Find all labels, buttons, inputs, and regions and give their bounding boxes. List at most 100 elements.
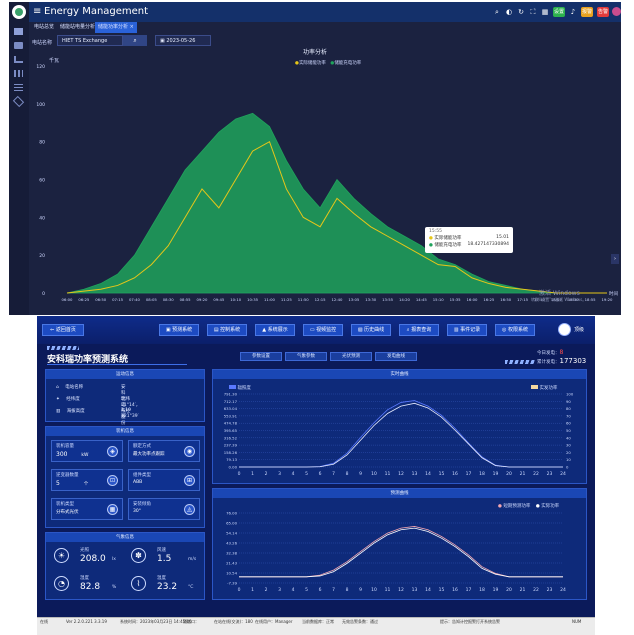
status-db: 当前数据库：正常 [302,619,334,624]
y-tick-label: 65.00 [226,521,237,526]
fullscreen-icon[interactable]: ⛶ [530,8,536,16]
y-right-tick-label: 80 [566,406,571,411]
btn-permission[interactable]: ◎ 权限系统 [495,324,535,336]
nav-dashboard-icon[interactable] [14,28,23,35]
btn-control[interactable]: ▤ 控制系统 [207,324,247,336]
scroll-right-button[interactable]: › [611,254,619,264]
tab-energy-analysis[interactable]: 储能站电量分析 × [60,24,101,30]
subtab-gen-curve[interactable]: 发电曲线 [375,352,417,361]
basic-label-0: 电站名称 [65,385,84,390]
menu-icon[interactable]: ≡ [33,6,42,17]
user-avatar-icon[interactable] [558,323,571,336]
altitude-icon: ▥ [56,409,62,414]
x-tick-label: 2 [265,471,268,477]
btn-history[interactable]: ▧ 历史曲线 [351,324,391,336]
alarm-badge[interactable]: 报警 [581,7,593,17]
subtab-pv-forecast[interactable]: 光伏预测 [330,352,372,361]
tab-overview[interactable]: 电站总览 [34,24,55,30]
layout-icon[interactable]: ▦ [541,8,549,16]
chart-title: 功率分析 [302,49,327,56]
x-tick-label: 09:20 [197,297,209,302]
x-tick-label: 4 [292,471,295,477]
station-select[interactable]: HIET TS Exchange [57,35,123,46]
btn-events[interactable]: ▥ 事件记录 [447,324,487,336]
nav-chart-icon[interactable] [14,56,23,63]
install-type-icon: ▦ [107,504,118,515]
weather-label-1: 风速 [157,548,166,553]
energy-management-window: ≡ Energy Management ⌕ ◐ ↻ ⛶ ▦ 设置 ♪ 报警 告警… [9,2,621,315]
x-tick-label: 6 [319,587,322,593]
status-time: 系统时间：2023年03月23日 14:45:06 [120,619,192,624]
today-gen: 今日发电：8 [537,349,563,356]
param-inverters-number: 5 [56,480,60,487]
x-tick-label: 06:25 [78,297,90,302]
search-icon[interactable]: ⌕ [495,8,499,16]
series-actual-line [66,140,607,294]
y-left-tick-label: 791.30 [224,392,238,397]
btn-system[interactable]: ▲ 系统展示 [255,324,295,336]
x-tick-label: 17:15 [517,297,529,302]
windows-watermark-line1: 激活 Windows [539,290,580,297]
user-avatar[interactable] [612,7,621,16]
settings-badge[interactable]: 设置 [553,7,565,17]
subtab-params[interactable]: 参数设置 [240,352,282,361]
y-tick-label: 76.00 [226,511,237,516]
btn-video-label: 视频监控 [316,327,337,333]
refresh-icon[interactable]: ↻ [518,8,524,16]
permission-icon: ◎ [502,327,508,333]
x-tick-label: 12 [398,471,404,477]
status-online: 在线 [40,619,48,624]
x-tick-label: 20 [506,587,512,593]
x-tick-label: 18:55 [585,297,597,302]
back-button[interactable]: ⇐ 返回首页 [42,324,84,336]
x-tick-label: 14 [425,471,431,477]
btn-report[interactable]: ⌕ 报表查询 [399,324,439,336]
subtab-weather[interactable]: 气象参数 [285,352,327,361]
nav-list-icon[interactable] [14,84,23,91]
x-tick-label: 22 [533,587,539,593]
date-picker[interactable]: ▣ 2023-05-26 [155,35,211,46]
y-left-tick-label: 633.04 [224,406,238,411]
tooltip-row2-label: 储能充电功率 [434,243,462,248]
y-tick-label: 60 [39,178,45,184]
param-tilt-value: 30° [133,509,141,514]
tab-power-analysis[interactable]: 储能功率分析 × [95,22,137,33]
x-tick-label: 8 [346,471,349,477]
weather-head: 气象信息 [46,533,204,542]
today-label: 今日发电： [537,351,560,356]
weather-label-0: 光照 [80,548,89,553]
nav-camera-icon[interactable] [14,42,23,49]
tooltip-swatch-charge: ● [429,243,435,248]
nav-grid-icon[interactable] [14,70,23,77]
x-tick-label: 19:20 [602,297,614,302]
y-tick-label: 10.54 [226,571,237,576]
tooltip-row2-value: 18.427147330894 [467,242,509,247]
rt-legend-power-label: 实发功率 [539,386,558,391]
sound-icon[interactable]: ◐ [505,8,513,16]
y-left-tick-label: 712.17 [224,399,238,404]
btn-video[interactable]: ▭ 视频监控 [303,324,343,336]
tooltip-row1-value: 15.01 [496,235,509,240]
x-tick-label: 07:15 [112,297,124,302]
btn-prediction[interactable]: ▣ 预测系统 [159,324,199,336]
x-tick-label: 0 [238,587,241,593]
param-mode-value: 最大功率点跟踪 [133,452,165,457]
basic-label-2: 海拔高度 [66,409,85,414]
bell-icon[interactable]: ♪ [570,8,576,16]
rt-legend-power: 实发功率 [531,385,557,391]
x-tick-label: 11:50 [298,297,310,302]
x-tick-label: 13:05 [348,297,360,302]
y-right-tick-label: 40 [566,435,571,440]
basic-info-panel: 运动信息 ⌂ 电站名称安科瑞电气股份有限公司 ✦ 经纬度北纬31°14′，东经1… [45,369,205,450]
station-search-button[interactable]: ⌕ [123,35,147,46]
history-icon: ▧ [357,327,365,333]
param-inverters: 逆变器数量 5 个 ⊡ [51,469,123,491]
nav-tools-icon[interactable] [12,95,25,108]
y-axis-unit: 千瓦 [49,57,59,64]
warning-badge[interactable]: 告警 [597,7,609,17]
x-tick-label: 13 [412,471,418,477]
basic-value-2: 2.19米 [121,408,132,419]
title-underline [47,364,187,365]
x-tick-label: 15:10 [433,297,445,302]
weather-unit-0: lx [112,557,116,562]
